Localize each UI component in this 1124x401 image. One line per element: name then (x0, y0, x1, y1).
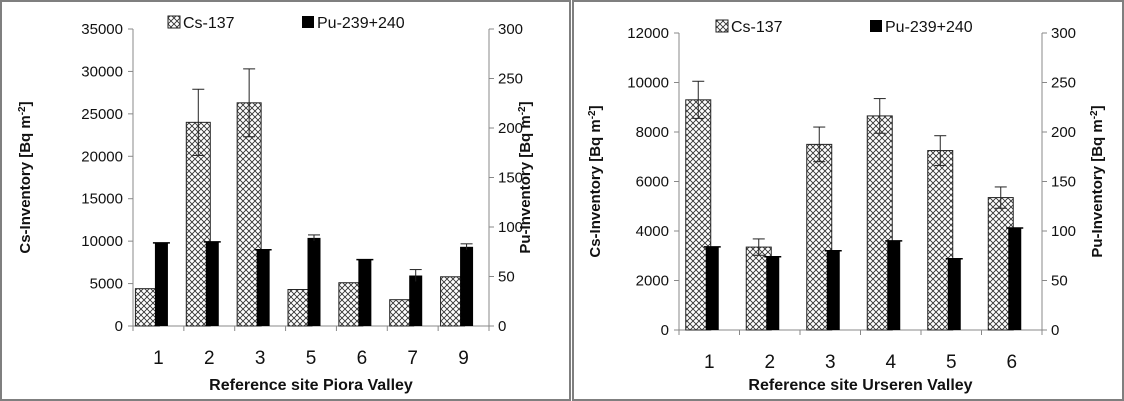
bar-pu239240 (256, 249, 270, 326)
legend-label-cs137: Cs-137 (731, 19, 783, 36)
bar-pu239240 (154, 242, 168, 326)
y-tick-left-label: 0 (661, 322, 669, 339)
x-tick-label: 4 (885, 352, 896, 373)
y-tick-left-label: 15000 (81, 191, 123, 208)
legend-swatch-cs137 (715, 19, 729, 33)
bar-pu239240 (409, 275, 423, 326)
y-axis-left-title: Cs-Inventory [Bq m-2] (17, 101, 35, 253)
x-tick-label: 7 (407, 348, 418, 369)
bar-pu239240 (705, 246, 719, 330)
bar-pu239240 (947, 258, 961, 330)
legend-swatch-cs137 (167, 15, 181, 29)
panel-frame-right (572, 0, 1124, 401)
x-tick-label: 1 (704, 352, 715, 373)
x-tick-label: 5 (946, 352, 957, 373)
bar-pu239240 (887, 240, 901, 330)
bar-cs137 (185, 121, 211, 327)
y-tick-right-label: 250 (1051, 75, 1076, 92)
y-tick-right-label: 100 (498, 219, 523, 236)
y-tick-left-label: 25000 (81, 106, 123, 123)
x-tick-label: 9 (458, 348, 469, 369)
bar-pu239240 (307, 237, 321, 326)
y-tick-left-label: 12000 (627, 25, 669, 42)
x-axis-title: Reference site Piora Valley (209, 377, 413, 394)
y-tick-right-label: 50 (498, 269, 515, 286)
legend-swatch-pu239240 (870, 20, 882, 32)
x-tick-label: 2 (764, 352, 775, 373)
y-tick-left-label: 10000 (81, 233, 123, 250)
y-tick-right-label: 150 (498, 170, 523, 187)
legend-label-pu239240: Pu-239+240 (317, 15, 405, 32)
y-tick-right-label: 300 (1051, 25, 1076, 42)
bar-pu239240 (205, 241, 219, 326)
y-tick-right-label: 50 (1051, 273, 1068, 290)
y-tick-left-label: 30000 (81, 63, 123, 80)
x-tick-label: 2 (204, 348, 215, 369)
y-tick-left-label: 5000 (90, 276, 123, 293)
bar-pu239240 (826, 250, 840, 330)
y-tick-left-label: 10000 (627, 75, 669, 92)
legend-label-pu239240: Pu-239+240 (885, 19, 973, 36)
y-tick-right-label: 300 (498, 21, 523, 38)
bar-pu239240 (358, 259, 372, 326)
y-tick-left-label: 8000 (636, 124, 669, 141)
chart-piora: 0 5000 10000 15000 20000 25000 30000 35000 0 50 10… (17, 15, 535, 394)
x-tick-label: 5 (306, 348, 317, 369)
y-tick-right-label: 100 (1051, 223, 1076, 240)
bar-cs137 (236, 102, 262, 327)
chart-urseren: 0 2000 4000 6000 8000 10000 12000 0 50 100 150 200 2… (587, 19, 1107, 394)
bar-pu239240 (460, 246, 474, 326)
y-tick-left-label: 4000 (636, 223, 669, 240)
y-tick-left-label: 0 (115, 318, 123, 335)
legend-swatch-pu239240 (302, 16, 314, 28)
y-tick-right-label: 0 (498, 318, 506, 335)
y-axis-left-title: Cs-Inventory [Bq m-2] (587, 105, 605, 257)
x-tick-label: 3 (825, 352, 836, 373)
y-tick-right-label: 0 (1051, 322, 1059, 339)
y-axis-right-title: Pu-Inventory [Bq m-2] (517, 101, 535, 253)
y-tick-right-label: 200 (1051, 124, 1076, 141)
x-tick-label: 1 (153, 348, 164, 369)
bar-pu239240 (1008, 228, 1022, 330)
y-tick-left-label: 20000 (81, 148, 123, 165)
y-tick-right-label: 150 (1051, 174, 1076, 191)
panel-frame-left (0, 0, 571, 401)
x-tick-label: 3 (255, 348, 266, 369)
y-tick-right-label: 200 (498, 120, 523, 137)
x-tick-label: 6 (1006, 352, 1017, 373)
x-axis-title: Reference site Urseren Valley (748, 377, 972, 394)
legend-label-cs137: Cs-137 (183, 15, 235, 32)
x-tick-label: 6 (357, 348, 368, 369)
y-tick-left-label: 35000 (81, 21, 123, 38)
y-tick-right-label: 250 (498, 71, 523, 88)
y-tick-left-label: 6000 (636, 174, 669, 191)
y-tick-left-label: 2000 (636, 273, 669, 290)
bar-pu239240 (766, 256, 780, 330)
y-axis-right-title: Pu-Inventory [Bq m-2] (1089, 105, 1107, 257)
